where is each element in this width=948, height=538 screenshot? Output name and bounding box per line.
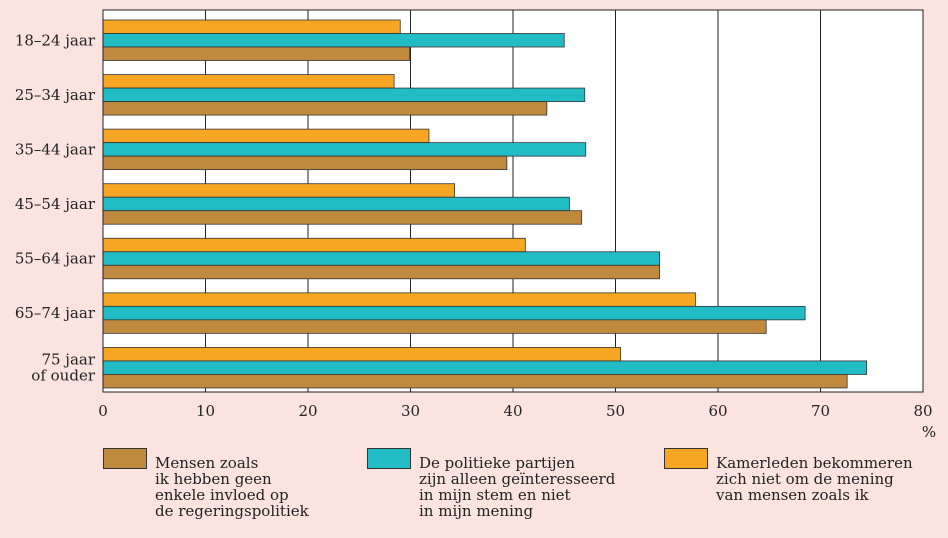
legend-label-kamerleden: Kamerleden bekommeren zich niet om de me… bbox=[716, 454, 913, 504]
x-tick-label-80: 80 bbox=[913, 402, 932, 420]
legend-label-partijen: De politieke partijen zijn alleen geïnte… bbox=[419, 454, 616, 520]
bar-7-series-1 bbox=[102, 347, 622, 362]
category-label-4: 45–54 jaar bbox=[15, 195, 96, 213]
bar-2-series-3 bbox=[102, 101, 548, 116]
bar-1-series-2 bbox=[102, 33, 565, 48]
bar-3-series-1 bbox=[102, 128, 430, 144]
bar-6-series-3 bbox=[102, 319, 767, 334]
bar-3-series-3 bbox=[102, 155, 508, 171]
x-tick-label-0: 0 bbox=[98, 402, 108, 420]
x-tick-label-30: 30 bbox=[401, 402, 420, 420]
bar-6-series-2 bbox=[102, 305, 806, 321]
bar-2-series-1 bbox=[102, 74, 395, 89]
bar-6-series-1 bbox=[102, 292, 696, 307]
bar-4-series-1 bbox=[102, 183, 455, 198]
category-label-2: 25–34 jaar bbox=[15, 86, 96, 104]
legend-label-invloed: Mensen zoals ik hebben geen enkele invlo… bbox=[155, 454, 309, 520]
legend-item-kamerleden: Kamerleden bekommeren zich niet om de me… bbox=[664, 448, 913, 503]
legend-item-invloed: Mensen zoals ik hebben geen enkele invlo… bbox=[103, 448, 309, 519]
bar-4-series-2 bbox=[102, 196, 570, 212]
legend-item-partijen: De politieke partijen zijn alleen geïnte… bbox=[367, 448, 615, 519]
legend-swatch-partijen bbox=[367, 448, 411, 469]
legend-swatch-invloed bbox=[103, 448, 147, 469]
category-label-6: 65–74 jaar bbox=[15, 304, 96, 322]
bar-5-series-3 bbox=[102, 264, 660, 280]
x-tick-label-40: 40 bbox=[503, 402, 522, 420]
bar-7-series-3 bbox=[102, 374, 848, 389]
category-label-3: 35–44 jaar bbox=[15, 140, 96, 158]
x-tick-label-20: 20 bbox=[298, 402, 317, 420]
bar-5-series-1 bbox=[102, 237, 526, 253]
bar-5-series-2 bbox=[102, 251, 660, 266]
plot-border bbox=[102, 9, 924, 393]
x-tick-label-70: 70 bbox=[811, 402, 830, 420]
bar-4-series-3 bbox=[102, 210, 583, 225]
x-tick-label-10: 10 bbox=[196, 402, 215, 420]
x-tick-label-50: 50 bbox=[606, 402, 625, 420]
bar-7-series-2 bbox=[102, 360, 868, 375]
x-unit-label: % bbox=[922, 423, 936, 441]
category-label-7: 75 jaar of ouder bbox=[31, 351, 96, 385]
bar-3-series-2 bbox=[102, 142, 587, 157]
x-tick-label-60: 60 bbox=[708, 402, 727, 420]
category-label-1: 18–24 jaar bbox=[15, 31, 96, 49]
bar-1-series-3 bbox=[102, 46, 410, 61]
category-label-5: 55–64 jaar bbox=[15, 250, 96, 268]
legend: Mensen zoals ik hebben geen enkele invlo… bbox=[0, 448, 948, 538]
bar-2-series-2 bbox=[102, 87, 586, 102]
legend-swatch-kamerleden bbox=[664, 448, 708, 469]
bar-1-series-1 bbox=[102, 19, 401, 34]
bar-chart: 18–24 jaar 25–34 jaar 35–44 jaar 45–54 jaar… bbox=[15, 9, 936, 441]
